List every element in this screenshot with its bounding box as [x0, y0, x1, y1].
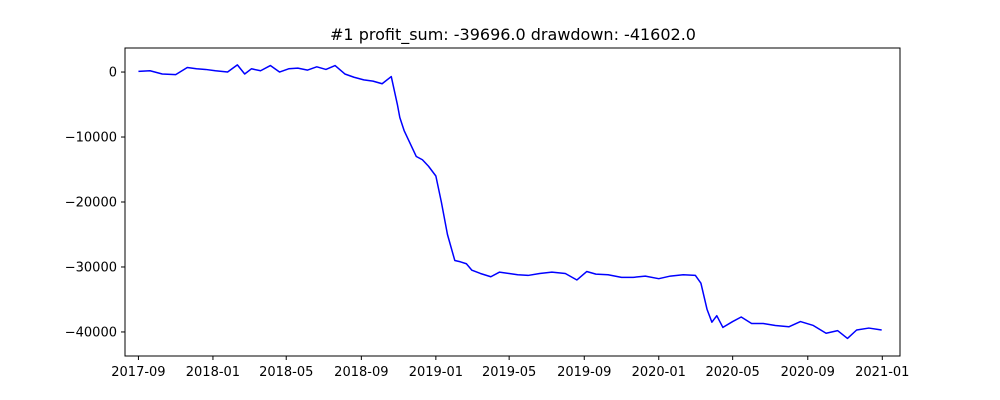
y-tick-label: −20000 [65, 196, 117, 211]
series-line-0 [138, 64, 882, 340]
y-tick-label: 0 [109, 66, 117, 81]
y-tick-label: −10000 [65, 131, 117, 146]
x-tick-label: 2018-05 [259, 365, 313, 380]
x-tick-label: 2019-09 [557, 365, 611, 380]
x-tick-label: 2018-01 [186, 365, 240, 380]
x-tick-label: 2017-09 [111, 365, 165, 380]
y-tick-label: −40000 [65, 325, 117, 340]
plot-area [138, 64, 882, 340]
x-tick-label: 2020-09 [781, 365, 835, 380]
axes: 2017-09 2018-01 2018-05 2018-09 2019-01 2019-… [65, 66, 910, 380]
x-tick-label: 2020-01 [632, 365, 686, 380]
x-tick-label: 2018-09 [334, 365, 388, 380]
x-tick-label: 2020-05 [705, 365, 759, 380]
x-tick-label: 2021-01 [855, 365, 909, 380]
axes-frame [124, 47, 901, 357]
x-tick-label: 2019-01 [409, 365, 463, 380]
y-tick-label: −30000 [65, 260, 117, 275]
chart-title: #1 profit_sum: -39696.0 drawdown: -41602… [330, 25, 696, 45]
x-tick-label: 2019-05 [482, 365, 536, 380]
